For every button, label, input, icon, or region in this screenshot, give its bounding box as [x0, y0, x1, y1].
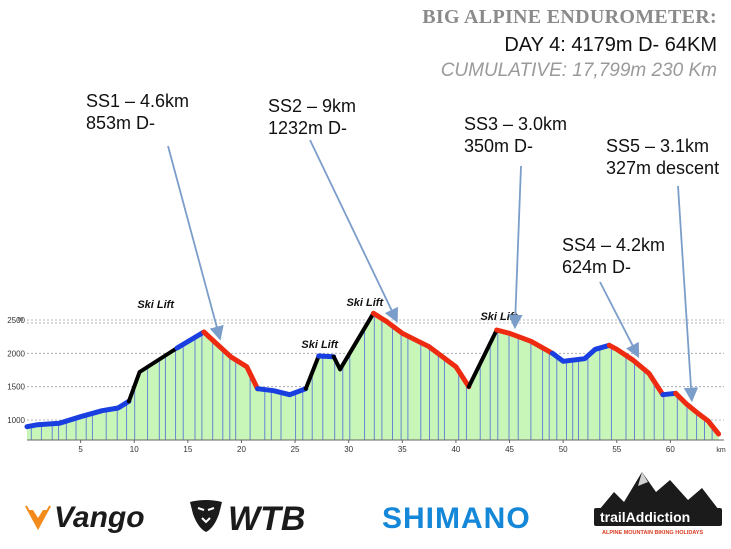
x-tick-label-40: 40 — [451, 445, 460, 454]
x-tick-label-10: 10 — [130, 445, 139, 454]
y-axis-label: m — [18, 317, 23, 323]
ski-lift-label: Ski Lift — [480, 311, 518, 323]
stage-desc: 853m D- — [86, 113, 156, 133]
segment-descent — [494, 327, 555, 356]
segment-lift — [466, 328, 499, 389]
wtb-logo: WTB — [190, 500, 305, 538]
segment-climb — [549, 342, 612, 364]
x-tick-label-5: 5 — [78, 445, 83, 454]
segment-descent — [673, 390, 722, 437]
ski-lift-label: Ski Lift — [346, 297, 384, 309]
ski-lift-label: Ski Lift — [137, 299, 175, 311]
segment-climb — [316, 353, 337, 360]
segment-lift — [126, 346, 180, 404]
stage-desc: 1232m D- — [268, 118, 348, 138]
x-tick-label-45: 45 — [505, 445, 514, 454]
stage-name: SS2 – 9km — [268, 96, 357, 116]
vango-logo: Vango — [25, 501, 145, 534]
ski-lift-label: Ski Lift — [301, 339, 339, 351]
trail-addiction-wordmark: trailAddiction — [600, 509, 690, 525]
stage-arrow-1 — [167, 145, 224, 341]
segment-descent — [370, 310, 472, 390]
stage-label-ss5: SS5 – 3.1km 327m descent — [606, 135, 719, 179]
day-summary: DAY 4: 4179m D- 64KM — [504, 34, 717, 56]
stage-desc: 624m D- — [562, 257, 632, 277]
x-tick-label-60: 60 — [666, 445, 675, 454]
x-tick-label-50: 50 — [559, 445, 568, 454]
x-tick-label-20: 20 — [237, 445, 246, 454]
stage-name: SS5 – 3.1km — [606, 136, 710, 156]
shimano-logo: SHIMANO — [382, 502, 531, 535]
y-tick-label-1000: 1000 — [7, 416, 25, 425]
segment-lift — [338, 311, 376, 372]
stage-label-ss2: SS2 – 9km 1232m D- — [268, 95, 356, 139]
x-axis-label: km — [716, 447, 726, 454]
elevation-area — [27, 313, 719, 440]
trail-addiction-logo: trailAddiction ALPINE MOUNTAIN BIKING HO… — [594, 472, 722, 536]
vango-wordmark: Vango — [54, 501, 145, 534]
x-tick-label-15: 15 — [183, 445, 192, 454]
stage-name: SS3 – 3.0km — [464, 114, 568, 134]
segment-climb — [174, 329, 207, 351]
y-tick-label-1500: 1500 — [7, 383, 25, 392]
y-tick-label-2000: 2000 — [7, 349, 25, 358]
segment-climb — [24, 398, 132, 430]
stage-name: SS1 – 4.6km — [86, 91, 190, 111]
x-tick-label-35: 35 — [398, 445, 407, 454]
stage-arrow-2 — [309, 139, 398, 323]
x-tick-label-55: 55 — [612, 445, 621, 454]
stage-desc: 350m D- — [464, 136, 534, 156]
x-tick-label-25: 25 — [291, 445, 300, 454]
segment-descent — [606, 342, 666, 398]
stage-name: SS4 – 4.2km — [562, 235, 666, 255]
stage-desc: 327m descent — [606, 158, 720, 178]
segment-lift — [303, 354, 321, 391]
stage-label-ss1: SS1 – 4.6km 853m D- — [86, 90, 189, 134]
stage-label-ss3: SS3 – 3.0km 350m D- — [464, 113, 567, 157]
stage-arrow-4 — [599, 281, 640, 359]
wtb-wordmark: WTB — [228, 500, 305, 538]
stage-label-ss4: SS4 – 4.2km 624m D- — [562, 234, 665, 278]
chart-title: BIG ALPINE ENDUROMETER: — [422, 6, 717, 28]
y-tick-label-2500: 2500 — [7, 316, 25, 325]
stage-arrow-3 — [508, 165, 523, 330]
cumulative-summary: CUMULATIVE: 17,799m 230 Km — [440, 60, 717, 81]
shimano-wordmark: SHIMANO — [382, 502, 531, 535]
trail-addiction-tagline: ALPINE MOUNTAIN BIKING HOLIDAYS — [602, 530, 703, 536]
stage-arrow-5 — [677, 185, 699, 403]
segment-climb — [255, 386, 309, 398]
x-tick-label-30: 30 — [344, 445, 353, 454]
